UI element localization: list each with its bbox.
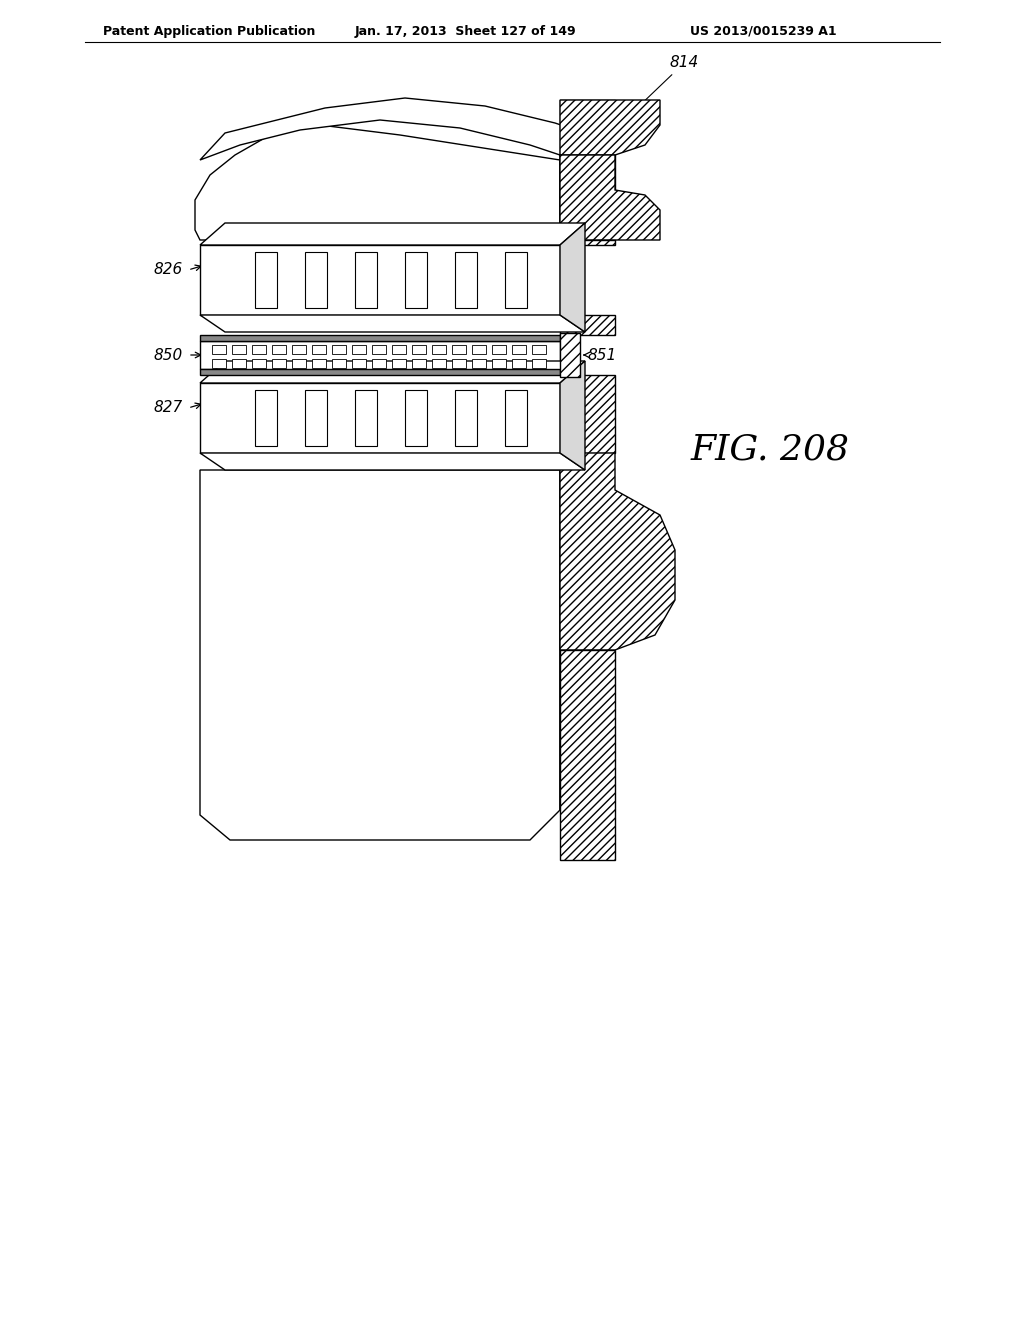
Bar: [212, 359, 226, 368]
Polygon shape: [560, 154, 660, 240]
Bar: [332, 359, 346, 368]
Bar: [200, 246, 560, 315]
Bar: [372, 345, 386, 354]
Bar: [332, 345, 346, 354]
Bar: [512, 345, 526, 354]
Bar: [355, 252, 377, 308]
Bar: [560, 333, 580, 378]
Bar: [272, 359, 286, 368]
Bar: [492, 345, 506, 354]
Polygon shape: [560, 100, 615, 240]
Bar: [472, 345, 486, 354]
Bar: [352, 345, 366, 354]
Bar: [560, 375, 615, 453]
Bar: [406, 389, 427, 446]
Bar: [252, 359, 266, 368]
Bar: [352, 359, 366, 368]
Polygon shape: [200, 223, 585, 246]
Bar: [492, 359, 506, 368]
Bar: [532, 359, 546, 368]
Bar: [272, 345, 286, 354]
Bar: [432, 345, 446, 354]
Bar: [252, 345, 266, 354]
Bar: [355, 389, 377, 446]
Polygon shape: [560, 360, 585, 470]
Bar: [505, 389, 527, 446]
Text: Patent Application Publication: Patent Application Publication: [103, 25, 315, 38]
Bar: [452, 359, 466, 368]
Text: US 2013/0015239 A1: US 2013/0015239 A1: [690, 25, 837, 38]
Bar: [412, 359, 426, 368]
Bar: [455, 252, 477, 308]
Bar: [305, 252, 327, 308]
Bar: [305, 389, 327, 446]
Polygon shape: [560, 100, 660, 154]
Bar: [232, 345, 246, 354]
Bar: [312, 345, 326, 354]
Polygon shape: [200, 360, 585, 383]
Polygon shape: [200, 98, 585, 160]
Bar: [432, 359, 446, 368]
Text: 850: 850: [154, 347, 183, 363]
Bar: [200, 335, 560, 341]
Bar: [255, 389, 278, 446]
Bar: [532, 345, 546, 354]
Text: 814: 814: [637, 55, 699, 108]
Bar: [512, 359, 526, 368]
Polygon shape: [195, 125, 560, 240]
Bar: [212, 345, 226, 354]
Bar: [406, 252, 427, 308]
Bar: [455, 389, 477, 446]
Text: FIG. 208: FIG. 208: [690, 433, 850, 467]
Bar: [200, 383, 560, 453]
Polygon shape: [560, 447, 585, 810]
Bar: [452, 345, 466, 354]
Polygon shape: [200, 453, 585, 470]
Bar: [392, 359, 406, 368]
Bar: [292, 345, 306, 354]
Bar: [505, 252, 527, 308]
Text: Jan. 17, 2013  Sheet 127 of 149: Jan. 17, 2013 Sheet 127 of 149: [355, 25, 577, 38]
Bar: [392, 345, 406, 354]
Bar: [200, 370, 560, 375]
Polygon shape: [200, 470, 560, 840]
Polygon shape: [560, 453, 675, 649]
Bar: [200, 341, 560, 370]
Bar: [292, 359, 306, 368]
Polygon shape: [560, 223, 585, 333]
Bar: [312, 359, 326, 368]
Bar: [560, 240, 615, 246]
Polygon shape: [200, 315, 585, 333]
Bar: [372, 359, 386, 368]
Polygon shape: [560, 649, 615, 861]
Bar: [560, 315, 615, 335]
Text: 851: 851: [588, 347, 617, 363]
Polygon shape: [560, 133, 585, 240]
Text: 827: 827: [154, 400, 183, 416]
Bar: [232, 359, 246, 368]
Bar: [255, 252, 278, 308]
Text: 826: 826: [154, 263, 183, 277]
Bar: [472, 359, 486, 368]
Bar: [412, 345, 426, 354]
